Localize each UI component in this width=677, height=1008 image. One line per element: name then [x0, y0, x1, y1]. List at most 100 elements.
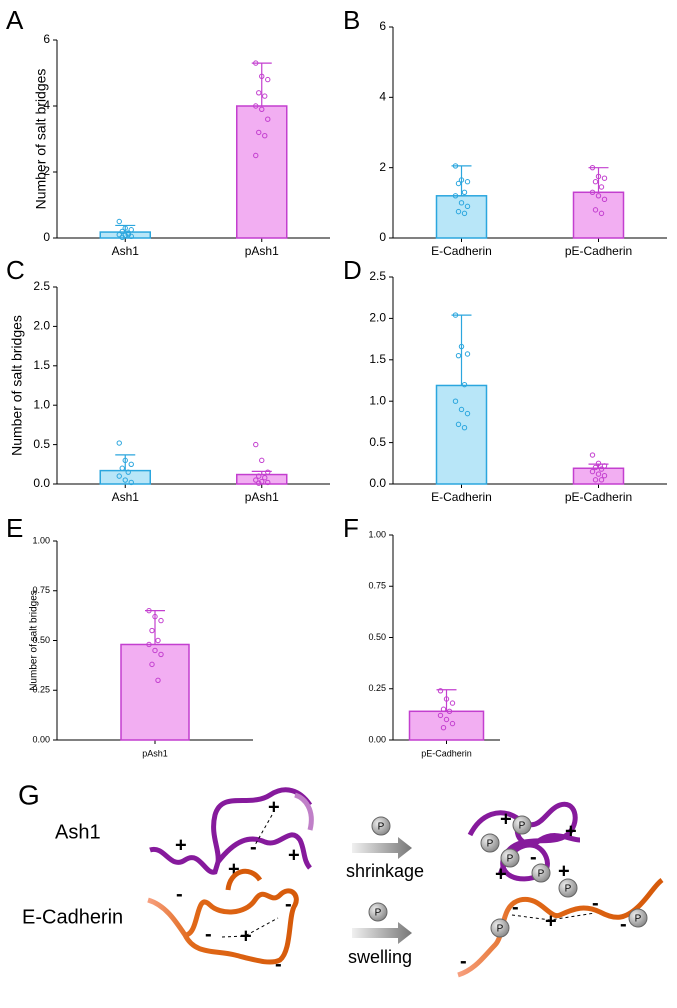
y-tick-label: 0.5: [369, 435, 386, 449]
data-point: [259, 457, 265, 464]
data-point: [443, 716, 450, 723]
data-point: [152, 613, 158, 620]
phospho-ball: [490, 918, 510, 938]
data-point: [128, 227, 134, 233]
phospho-ball: [480, 833, 500, 853]
bond: [221, 917, 279, 938]
data-point: [253, 60, 259, 66]
phospho-group: P P P: [490, 878, 648, 938]
y-tick-label: 0.0: [33, 476, 50, 490]
data-point: [455, 352, 462, 359]
panel-label: G: [18, 779, 40, 810]
y-axis-label: Number of salt bridges: [29, 590, 40, 691]
y-tick-label: 0.25: [32, 685, 50, 695]
charge: +: [558, 860, 570, 882]
data-point: [437, 688, 444, 694]
data-point: [455, 208, 462, 215]
y-tick-label: 0.75: [368, 581, 386, 591]
data-point: [458, 406, 465, 413]
y-tick-label: 0.00: [368, 734, 386, 744]
phospho-ball: [628, 908, 648, 928]
data-point: [262, 474, 268, 481]
data-point: [149, 661, 155, 668]
data-point: [265, 469, 271, 475]
bar: [435, 195, 488, 239]
phospho: P: [375, 908, 382, 919]
row-label: Ash1: [55, 821, 101, 843]
arrow-label: shrinkage: [346, 861, 424, 881]
bar: [435, 384, 488, 485]
charge: -: [205, 923, 212, 945]
data-point: [452, 312, 459, 318]
y-tick-label: 0.5: [33, 437, 50, 451]
data-point: [464, 410, 471, 417]
phospho: P: [378, 822, 385, 833]
phospho: P: [635, 914, 642, 925]
data-point: [116, 473, 122, 479]
data-point: [259, 73, 265, 80]
phospho-ball: [531, 863, 551, 883]
data-point: [256, 480, 262, 486]
x-tick-label: Ash1: [112, 244, 140, 258]
data-point: [589, 452, 596, 458]
y-tick-label: 1.5: [33, 358, 50, 372]
y-tick-label: 2.0: [33, 319, 50, 333]
x-tick-label: pE-Cadherin: [565, 490, 632, 504]
y-tick-label: 2.5: [33, 279, 50, 293]
data-point: [152, 647, 158, 654]
bar: [120, 643, 190, 741]
data-point: [461, 381, 468, 388]
data-point: [125, 232, 131, 238]
data-point: [119, 234, 125, 241]
data-point: [253, 477, 259, 483]
y-tick-label: 0.75: [32, 585, 50, 595]
x-tick-label: Ash1: [112, 490, 140, 504]
bar: [99, 469, 151, 485]
data-point: [595, 471, 602, 477]
arrow: [352, 922, 412, 944]
charge: +: [500, 808, 512, 830]
data-point: [449, 700, 456, 706]
y-axis-label: Number of salt bridges: [33, 69, 49, 210]
arrow: [352, 837, 412, 859]
data-point: [601, 175, 608, 181]
y-tick-label: 0.00: [32, 734, 50, 744]
data-point: [464, 179, 471, 185]
data-point: [461, 210, 468, 217]
ribbon: [225, 868, 263, 891]
ribbon: [457, 877, 664, 978]
x-tick-label: pE-Cadherin: [565, 244, 632, 258]
y-tick-label: 2.5: [369, 269, 386, 283]
data-point: [592, 464, 599, 471]
data-point: [595, 460, 602, 466]
data-point: [458, 200, 465, 206]
x-tick-label: pAsh1: [245, 244, 279, 258]
charge: +: [545, 910, 557, 932]
diagram: G Ash1 E-Cadherin + + + + - P shrinkage …: [18, 779, 664, 978]
data-point: [452, 163, 459, 169]
ribbon: [147, 888, 299, 965]
data-point: [449, 720, 456, 727]
bar: [572, 191, 625, 239]
data-point: [158, 651, 164, 658]
data-point: [146, 641, 152, 648]
data-point: [452, 398, 459, 404]
data-point: [458, 177, 465, 183]
data-point: [598, 477, 605, 483]
data-point: [601, 473, 608, 479]
charge: +: [495, 863, 507, 885]
data-point: [437, 712, 444, 719]
data-point: [265, 116, 271, 122]
phospho-ball: [371, 816, 391, 836]
data-point: [122, 457, 128, 464]
bond: [511, 912, 596, 921]
phospho: P: [565, 884, 572, 895]
panel-label: A: [6, 5, 24, 35]
data-point: [128, 461, 134, 467]
y-tick-label: 0: [43, 230, 50, 244]
panel-label: D: [343, 255, 362, 285]
y-tick-label: 2: [43, 164, 50, 178]
panel-label: B: [343, 5, 360, 35]
panel-label: E: [6, 513, 23, 543]
